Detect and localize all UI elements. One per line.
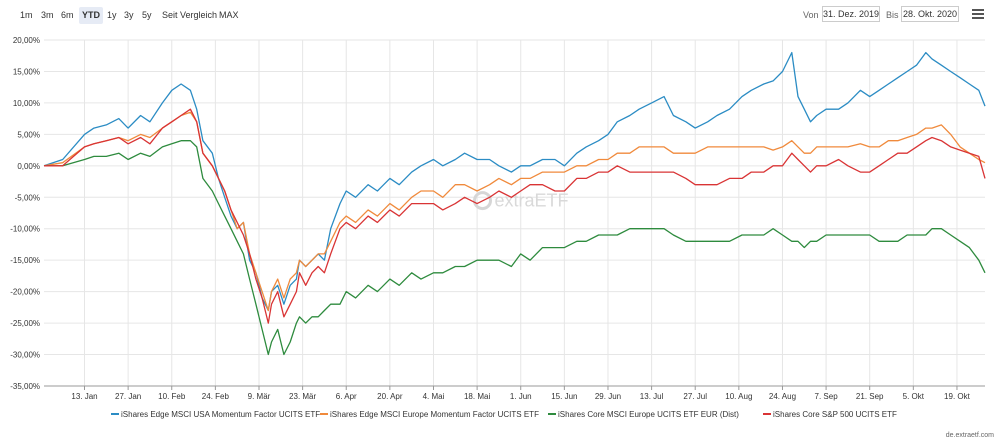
legend-label-4: iShares Core S&P 500 UCITS ETF xyxy=(773,410,897,419)
series-line-2 xyxy=(43,111,986,312)
x-tick-label: 1. Jun xyxy=(510,392,532,401)
x-tick-label: 5. Okt xyxy=(903,392,925,401)
range-button-6m[interactable]: 6m xyxy=(61,10,74,20)
y-tick-label: 5,00% xyxy=(17,130,40,139)
watermark-logo xyxy=(473,191,492,211)
range-button-1y[interactable]: 1y xyxy=(107,10,117,20)
range-button-seit-vergleich[interactable]: Seit Vergleich xyxy=(162,10,218,20)
range-button-1m[interactable]: 1m xyxy=(20,10,33,20)
range-button-5y[interactable]: 5y xyxy=(142,10,152,20)
x-tick-label: 13. Jan xyxy=(71,392,97,401)
y-tick-label: -20,00% xyxy=(10,288,40,297)
series-line-1 xyxy=(43,51,986,312)
range-button-ytd[interactable]: YTD xyxy=(79,7,103,24)
x-tick-label: 27. Jul xyxy=(683,392,707,401)
series-line-3 xyxy=(44,140,986,356)
hamburger-menu-icon[interactable] xyxy=(972,9,984,19)
range-button-3y[interactable]: 3y xyxy=(124,10,134,20)
chart-credit[interactable]: de.extraetf.com xyxy=(945,432,994,439)
from-label: Von xyxy=(803,10,819,20)
x-tick-label: 29. Jun xyxy=(595,392,621,401)
y-tick-label: -10,00% xyxy=(10,225,40,234)
x-tick-label: 19. Okt xyxy=(944,392,971,401)
x-tick-label: 15. Jun xyxy=(551,392,577,401)
x-tick-label: 13. Jul xyxy=(640,392,664,401)
legend-label-3: iShares Core MSCI Europe UCITS ETF EUR (… xyxy=(558,410,739,419)
x-tick-label: 10. Aug xyxy=(725,392,752,401)
x-tick-label: 24. Feb xyxy=(202,392,230,401)
watermark-text: extraETF xyxy=(495,191,569,211)
y-tick-label: -35,00% xyxy=(10,382,40,391)
from-date-input[interactable] xyxy=(822,6,880,22)
to-label: Bis xyxy=(886,10,899,20)
x-tick-label: 20. Apr xyxy=(377,392,403,401)
x-tick-label: 27. Jan xyxy=(115,392,141,401)
range-button-max[interactable]: MAX xyxy=(219,10,239,20)
y-tick-label: -25,00% xyxy=(10,319,40,328)
y-tick-label: -30,00% xyxy=(10,351,40,360)
series-line-4 xyxy=(44,108,986,324)
legend-label-2: iShares Edge MSCI Europe Momentum Factor… xyxy=(330,410,539,419)
y-tick-label: 20,00% xyxy=(13,36,40,45)
y-tick-label: 10,00% xyxy=(13,99,40,108)
range-button-3m[interactable]: 3m xyxy=(41,10,54,20)
y-tick-label: -15,00% xyxy=(10,256,40,265)
x-tick-label: 10. Feb xyxy=(158,392,186,401)
y-tick-label: 0,00% xyxy=(17,162,40,171)
x-tick-label: 23. Mär xyxy=(289,392,316,401)
x-tick-label: 18. Mai xyxy=(464,392,490,401)
y-tick-label: -5,00% xyxy=(15,193,40,202)
to-date-input[interactable] xyxy=(901,6,959,22)
x-tick-label: 4. Mai xyxy=(423,392,445,401)
legend-label-1: iShares Edge MSCI USA Momentum Factor UC… xyxy=(121,410,320,419)
x-tick-label: 24. Aug xyxy=(769,392,796,401)
x-tick-label: 7. Sep xyxy=(815,392,839,401)
x-tick-label: 9. Mär xyxy=(248,392,271,401)
y-tick-label: 15,00% xyxy=(13,67,40,76)
x-tick-label: 21. Sep xyxy=(856,392,884,401)
x-tick-label: 6. Apr xyxy=(336,392,357,401)
